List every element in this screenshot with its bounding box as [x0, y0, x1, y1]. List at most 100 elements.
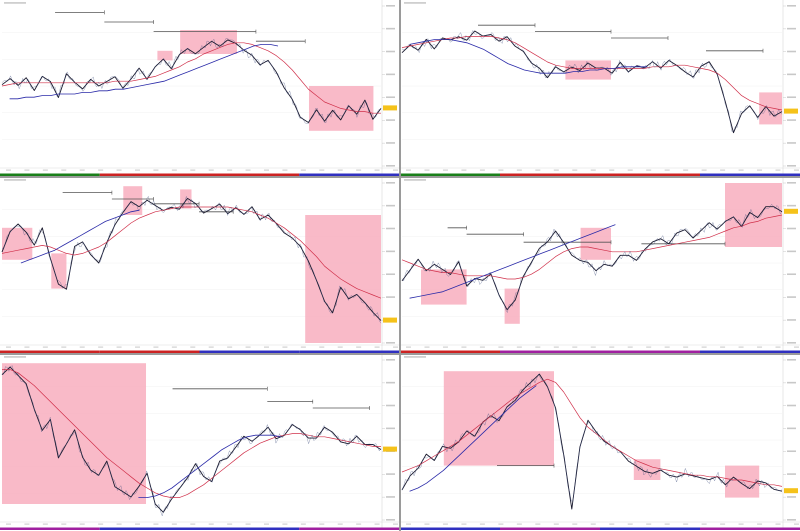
time-tick-label: [683, 523, 689, 525]
time-tick-label: [61, 169, 67, 171]
time-tick-label: [516, 169, 522, 171]
session-bar: [500, 173, 600, 176]
time-tick-label: [374, 523, 380, 525]
time-tick-label: [61, 523, 67, 525]
time-tick-label: [135, 346, 140, 348]
axis-tick-label: [787, 27, 796, 30]
chart-panel-middle-left: [0, 177, 399, 353]
time-tick-label: [590, 523, 596, 525]
price-detail-series: [401, 373, 783, 502]
panel-title-mark: [404, 2, 426, 4]
time-tick-label: [738, 523, 744, 525]
time-tick-label: [264, 346, 269, 348]
session-bar: [700, 173, 800, 176]
time-tick-label: [627, 169, 633, 171]
fast-ma-series: [1, 42, 381, 114]
axis-tick-label: [787, 296, 796, 298]
session-bar: [600, 527, 700, 530]
session-bar: [99, 173, 200, 176]
panel-divider: [399, 0, 401, 531]
chart-svg: [400, 0, 800, 176]
time-tick-label: [24, 523, 30, 525]
time-tick-label: [609, 523, 615, 525]
slow-ma-series: [409, 385, 537, 492]
time-tick-label: [738, 346, 744, 348]
highlight-zone: [443, 371, 554, 466]
time-tick-label: [6, 169, 11, 171]
chart-svg: [400, 177, 800, 353]
axis-tick-label: [386, 296, 395, 298]
time-tick-label: [374, 346, 380, 348]
axis-tick-label: [787, 73, 796, 76]
axis-tick-label: [386, 359, 395, 361]
axis-tick-label: [787, 165, 796, 167]
axis-tick-label: [787, 142, 796, 144]
time-tick-label: [664, 346, 670, 348]
highlight-zone: [759, 92, 782, 125]
current-price-tag: [784, 208, 798, 214]
session-bar: [199, 527, 300, 530]
chart-svg: [0, 177, 399, 353]
current-price-tag: [784, 108, 798, 114]
time-tick-label: [794, 346, 799, 348]
time-tick-label: [190, 523, 196, 525]
time-tick-label: [590, 346, 596, 348]
price-detail-series: [1, 365, 382, 517]
time-tick-label: [516, 523, 522, 525]
time-tick-label: [516, 346, 522, 348]
axis-tick-label: [386, 27, 395, 30]
time-tick-label: [190, 169, 196, 171]
time-tick-label: [683, 169, 689, 171]
chart-panel-top-right: [400, 0, 800, 176]
axis-tick-label: [787, 519, 796, 521]
time-tick-label: [337, 169, 343, 171]
axis-tick-label: [787, 250, 796, 253]
axis-tick-label: [386, 427, 395, 430]
time-tick-label: [208, 346, 214, 348]
time-tick-label: [116, 346, 122, 348]
time-tick-label: [794, 523, 799, 525]
axis-tick-label: [787, 404, 796, 407]
time-tick-label: [572, 169, 578, 171]
time-tick-label: [282, 523, 288, 525]
time-tick-label: [42, 523, 48, 525]
fast-ma-series: [1, 206, 382, 299]
time-tick-label: [498, 346, 504, 348]
time-tick-label: [757, 346, 763, 348]
time-tick-label: [42, 346, 48, 348]
time-tick-label: [572, 346, 578, 348]
time-tick-label: [6, 346, 11, 348]
time-tick-label: [535, 523, 541, 525]
time-tick-label: [245, 523, 251, 525]
chart-svg: [0, 354, 399, 530]
time-tick-label: [356, 523, 362, 525]
time-tick-label: [553, 169, 559, 171]
session-bar: [700, 527, 800, 530]
fast-ma-series: [401, 214, 783, 280]
session-bar: [400, 173, 500, 176]
time-tick-label: [24, 346, 30, 348]
time-tick-label: [609, 346, 615, 348]
axis-tick-label: [787, 50, 796, 53]
price-series: [401, 206, 783, 311]
session-bar: [299, 527, 399, 530]
time-tick-label: [553, 523, 559, 525]
chart-panel-middle-right: [400, 177, 800, 353]
price-series: [1, 366, 382, 513]
time-tick-label: [406, 346, 411, 348]
axis-tick-label: [386, 496, 395, 498]
time-tick-label: [701, 346, 707, 348]
session-bar: [0, 173, 100, 176]
time-tick-label: [479, 169, 485, 171]
time-tick-label: [190, 346, 196, 348]
axis-tick-label: [386, 96, 395, 99]
chart-svg: [400, 354, 800, 530]
time-tick-label: [424, 169, 430, 171]
highlight-zone: [2, 363, 147, 504]
time-tick-label: [775, 169, 781, 171]
panel-title-mark: [404, 356, 426, 358]
axis-tick-label: [386, 50, 395, 53]
highlight-zone: [421, 269, 467, 305]
axis-tick-label: [787, 381, 796, 384]
